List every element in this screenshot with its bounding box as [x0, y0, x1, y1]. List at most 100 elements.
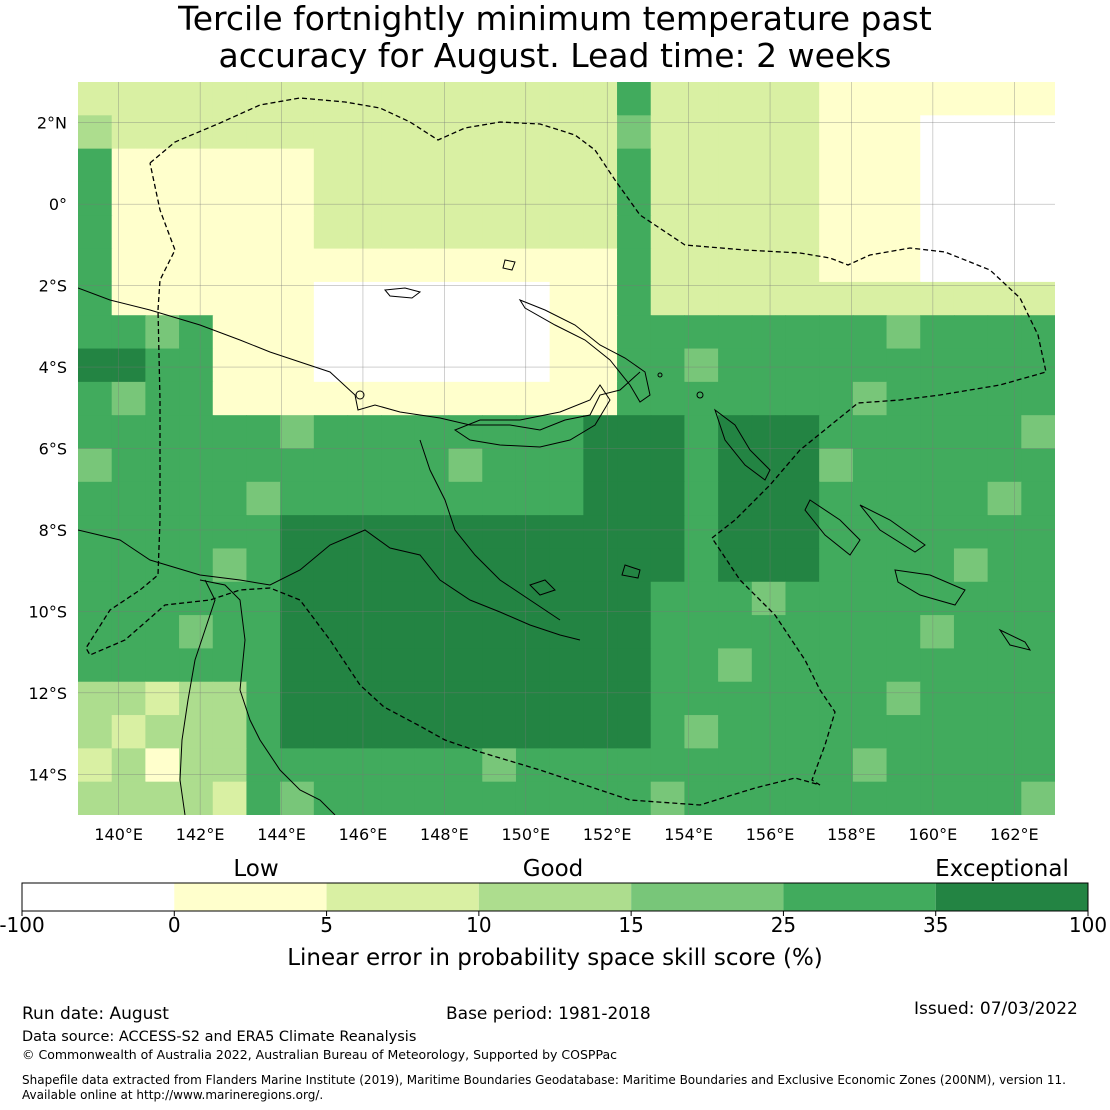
raster-cell	[751, 148, 787, 183]
raster-cell	[785, 715, 820, 749]
raster-cell	[852, 615, 888, 650]
raster-cell	[583, 581, 618, 616]
raster-cell	[381, 82, 416, 116]
raster-cell	[448, 781, 483, 815]
raster-cell	[920, 348, 955, 383]
raster-cell	[1021, 681, 1055, 716]
raster-cell	[583, 115, 618, 150]
raster-cell	[482, 748, 517, 783]
raster-cell	[145, 315, 180, 350]
raster-cell	[313, 481, 349, 516]
raster-cell	[718, 715, 753, 749]
raster-cell	[179, 581, 214, 616]
raster-cell	[751, 448, 787, 483]
raster-cell	[1021, 415, 1055, 450]
raster-cell	[515, 715, 551, 749]
raster-cell	[414, 181, 450, 216]
raster-cell	[179, 415, 214, 450]
raster-cell	[78, 515, 113, 550]
raster-cell	[549, 215, 584, 250]
raster-cell	[987, 148, 1022, 183]
raster-cell	[179, 215, 214, 250]
raster-cell	[212, 248, 248, 283]
raster-cell	[347, 648, 382, 683]
raster-cell	[819, 715, 854, 749]
raster-cell	[819, 748, 854, 783]
raster-cell	[414, 781, 450, 815]
colorbar-segment	[783, 883, 936, 911]
raster-cell	[583, 681, 618, 716]
colorbar-segment	[326, 883, 479, 911]
raster-cell	[751, 281, 787, 316]
raster-cell	[482, 515, 517, 550]
raster-cell	[549, 381, 584, 416]
raster-cell	[953, 481, 989, 516]
raster-cell	[785, 315, 820, 350]
raster-cell	[145, 181, 180, 216]
raster-cell	[920, 281, 955, 316]
raster-cell	[246, 215, 281, 250]
raster-cell	[987, 82, 1022, 116]
raster-cell	[145, 548, 180, 583]
raster-cell	[886, 548, 921, 583]
raster-cell	[953, 548, 989, 583]
raster-cell	[280, 715, 315, 749]
raster-cell	[280, 181, 315, 216]
raster-cell	[347, 315, 382, 350]
raster-cell	[684, 781, 719, 815]
raster-cell	[313, 82, 349, 116]
raster-cell	[482, 781, 517, 815]
raster-cell	[246, 515, 281, 550]
raster-cell	[819, 548, 854, 583]
raster-cell	[145, 581, 180, 616]
raster-cell	[78, 215, 113, 250]
raster-cell	[448, 681, 483, 716]
raster-cell	[987, 715, 1022, 749]
raster-cell	[920, 581, 955, 616]
raster-cell	[414, 581, 450, 616]
raster-cell	[111, 515, 146, 550]
raster-cell	[953, 82, 989, 116]
raster-cell	[515, 415, 551, 450]
raster-cell	[650, 148, 686, 183]
raster-cell	[347, 781, 382, 815]
longitude-tick-label: 140°E	[94, 825, 143, 844]
raster-cell	[852, 281, 888, 316]
raster-cell	[718, 348, 753, 383]
raster-cell	[920, 748, 955, 783]
raster-cell	[246, 615, 281, 650]
raster-cell	[718, 615, 753, 650]
raster-cell	[650, 681, 686, 716]
raster-cell	[78, 481, 113, 516]
raster-cell	[482, 381, 517, 416]
raster-cell	[987, 248, 1022, 283]
raster-cell	[515, 748, 551, 783]
raster-cell	[852, 481, 888, 516]
raster-cell	[145, 681, 180, 716]
raster-cell	[987, 315, 1022, 350]
raster-cell	[347, 481, 382, 516]
raster-cell	[212, 481, 248, 516]
map-title-line-2: accuracy for August. Lead time: 2 weeks	[218, 36, 892, 75]
raster-cell	[751, 315, 787, 350]
latitude-tick-label: 4°S	[39, 358, 67, 377]
raster-cell	[414, 381, 450, 416]
raster-cell	[145, 481, 180, 516]
raster-cell	[381, 281, 416, 316]
raster-cell	[549, 148, 584, 183]
raster-cell	[953, 181, 989, 216]
raster-cell	[482, 481, 517, 516]
raster-cell	[1021, 215, 1055, 250]
raster-cell	[246, 148, 281, 183]
raster-cell	[920, 681, 955, 716]
raster-cell	[852, 248, 888, 283]
raster-cell	[414, 415, 450, 450]
raster-cell	[852, 415, 888, 450]
raster-cell	[953, 748, 989, 783]
raster-cell	[448, 715, 483, 749]
raster-cell	[381, 781, 416, 815]
longitude-tick-label: 148°E	[420, 825, 469, 844]
raster-cell	[785, 515, 820, 550]
raster-cell	[313, 248, 349, 283]
